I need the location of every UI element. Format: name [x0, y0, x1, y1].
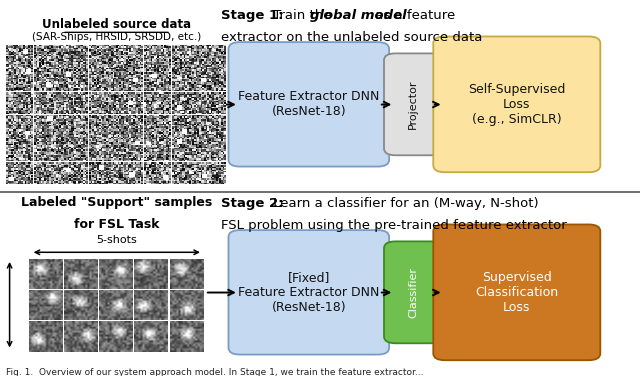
FancyBboxPatch shape: [433, 224, 600, 360]
Text: extractor on the unlabeled source data: extractor on the unlabeled source data: [221, 31, 482, 44]
FancyBboxPatch shape: [433, 36, 600, 172]
Text: Stage 1:: Stage 1:: [221, 9, 284, 23]
Text: Fig. 1.  Overview of our system approach model. In Stage 1, we train the feature: Fig. 1. Overview of our system approach …: [6, 368, 424, 376]
Text: Feature Extractor DNN
(ResNet-18): Feature Extractor DNN (ResNet-18): [238, 90, 380, 118]
Text: Self-Supervised
Loss
(e.g., SimCLR): Self-Supervised Loss (e.g., SimCLR): [468, 83, 566, 126]
Text: Supervised
Classification
Loss: Supervised Classification Loss: [476, 271, 558, 314]
FancyBboxPatch shape: [228, 42, 389, 167]
Text: Train the: Train the: [269, 9, 336, 23]
Text: FSL problem using the pre-trained feature extractor: FSL problem using the pre-trained featur…: [221, 219, 566, 232]
Text: [Fixed]
Feature Extractor DNN
(ResNet-18): [Fixed] Feature Extractor DNN (ResNet-18…: [238, 271, 380, 314]
Text: Projector: Projector: [408, 80, 418, 129]
FancyBboxPatch shape: [228, 230, 389, 355]
FancyBboxPatch shape: [384, 241, 442, 343]
Text: Labeled "Support" samples: Labeled "Support" samples: [21, 196, 212, 209]
Text: Unlabeled source data: Unlabeled source data: [42, 18, 191, 31]
Text: Stage 2:: Stage 2:: [221, 197, 284, 211]
Text: for FSL Task: for FSL Task: [74, 218, 159, 231]
Text: 5-shots: 5-shots: [97, 235, 137, 245]
Text: as a feature: as a feature: [371, 9, 455, 23]
Text: (SAR-Ships, HRSID, SRSDD, etc.): (SAR-Ships, HRSID, SRSDD, etc.): [32, 32, 201, 42]
Text: Classifier: Classifier: [408, 267, 418, 318]
Text: Learn a classifier for an (M-way, N-shot): Learn a classifier for an (M-way, N-shot…: [269, 197, 539, 211]
FancyBboxPatch shape: [384, 53, 442, 155]
Text: global model: global model: [310, 9, 406, 23]
